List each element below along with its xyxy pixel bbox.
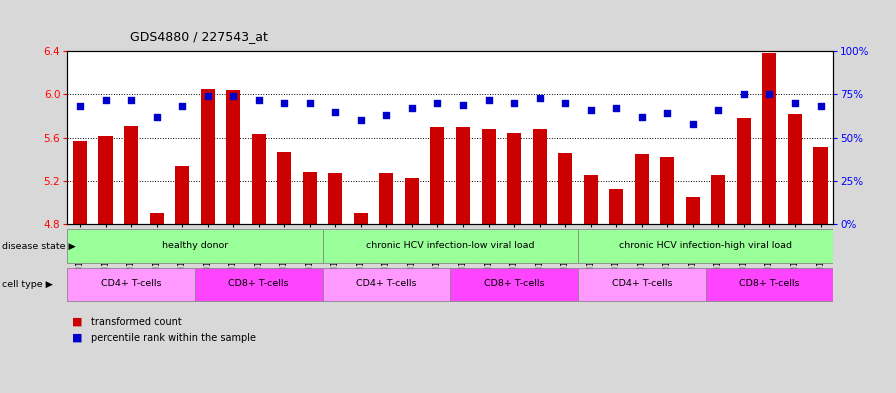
Point [481,96,495,103]
Bar [328,173,342,224]
Bar [583,175,598,224]
Point [737,91,751,97]
Point [609,105,624,111]
Bar [788,114,802,224]
Point [788,100,802,106]
Text: chronic HCV infection-low viral load: chronic HCV infection-low viral load [366,241,535,250]
Point [277,100,291,106]
Text: cell type ▶: cell type ▶ [2,280,53,288]
Bar [532,129,547,224]
Point [354,117,368,123]
Text: GDS4880 / 227543_at: GDS4880 / 227543_at [130,30,268,43]
Text: CD8+ T-cells: CD8+ T-cells [228,279,289,288]
Point [814,103,828,110]
Text: CD4+ T-cells: CD4+ T-cells [611,279,672,288]
Bar [762,53,777,224]
Text: CD4+ T-cells: CD4+ T-cells [100,279,161,288]
Bar [481,129,495,224]
FancyBboxPatch shape [451,268,578,301]
Text: transformed count: transformed count [91,317,182,327]
Text: CD8+ T-cells: CD8+ T-cells [484,279,545,288]
Bar [660,157,675,224]
Point [124,96,138,103]
Bar [507,133,521,224]
Point [762,91,777,97]
Bar [354,213,368,224]
Point [558,100,573,106]
Text: CD4+ T-cells: CD4+ T-cells [356,279,417,288]
Bar [379,173,393,224]
Text: percentile rank within the sample: percentile rank within the sample [91,332,256,343]
FancyBboxPatch shape [195,268,323,301]
Bar [150,213,164,224]
Point [328,108,342,115]
Bar [430,127,444,224]
Point [405,105,419,111]
Text: disease state ▶: disease state ▶ [2,242,75,250]
Point [252,96,266,103]
Point [456,101,470,108]
Bar [175,165,189,224]
FancyBboxPatch shape [706,268,833,301]
Text: ■: ■ [72,317,86,327]
Bar [405,178,419,224]
Point [532,95,547,101]
Bar [73,141,87,224]
Bar [277,152,291,224]
Point [634,114,649,120]
Bar [634,154,649,224]
Text: ■: ■ [72,332,86,343]
Point [507,100,521,106]
Point [685,121,700,127]
Bar [737,118,751,224]
Bar [201,89,215,224]
Bar [456,127,470,224]
Bar [226,90,240,224]
Point [711,107,726,113]
Bar [814,147,828,224]
Text: healthy donor: healthy donor [162,241,228,250]
Bar [99,136,113,224]
Bar [685,197,700,224]
FancyBboxPatch shape [578,230,833,263]
Bar [252,134,266,224]
FancyBboxPatch shape [323,230,578,263]
Bar [609,189,624,224]
Point [201,93,215,99]
Point [303,100,317,106]
Point [73,103,87,110]
Point [430,100,444,106]
Point [583,107,598,113]
Bar [711,175,726,224]
FancyBboxPatch shape [67,268,195,301]
FancyBboxPatch shape [323,268,451,301]
Text: CD8+ T-cells: CD8+ T-cells [739,279,800,288]
Bar [558,152,573,224]
Point [150,114,164,120]
Point [99,96,113,103]
Point [226,93,240,99]
Text: chronic HCV infection-high viral load: chronic HCV infection-high viral load [619,241,792,250]
FancyBboxPatch shape [67,230,323,263]
Point [175,103,189,110]
FancyBboxPatch shape [578,268,706,301]
Bar [303,172,317,224]
Bar [124,126,138,224]
Point [379,112,393,118]
Point [660,110,675,116]
